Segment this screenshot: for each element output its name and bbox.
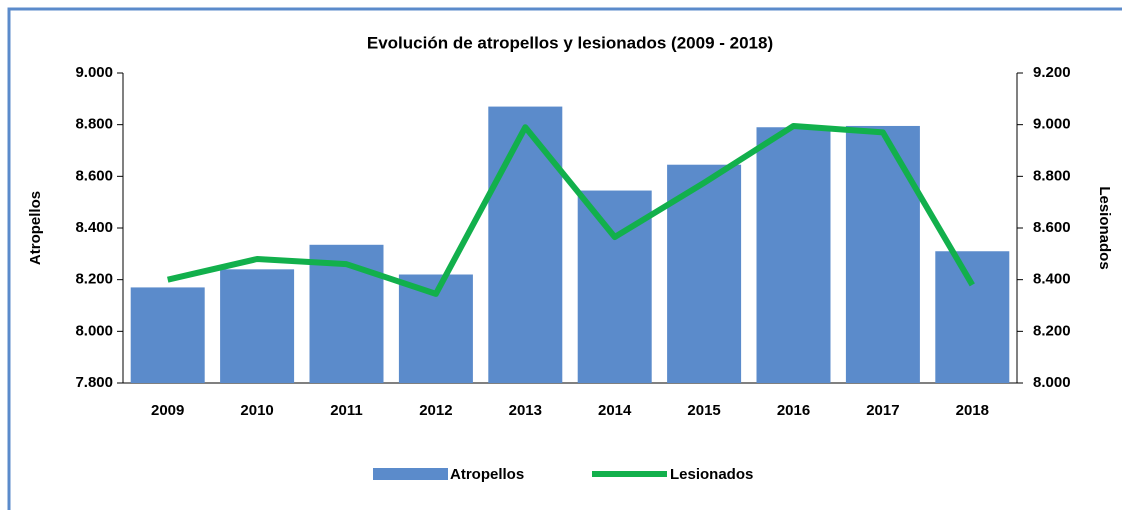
y2-tick-label: 8.400 (1033, 271, 1071, 288)
line (167, 122, 975, 297)
x-tick-label: 2015 (687, 402, 720, 419)
y-tick-label: 9.000 (75, 64, 113, 81)
x-tick-label: 2013 (509, 402, 542, 419)
x-tick-label: 2016 (777, 402, 810, 419)
bar (935, 251, 1010, 383)
y2-axis-label: Lesionados (1096, 186, 1113, 269)
y-tick-label: 7.800 (75, 374, 113, 391)
y-axis-label: Atropellos (27, 191, 44, 265)
y2-tick-label: 8.200 (1033, 322, 1071, 339)
x-tick-label: 2017 (866, 402, 899, 419)
y-tick-label: 8.800 (75, 116, 113, 133)
x-tick-label: 2010 (240, 402, 273, 419)
y2-tick-label: 9.200 (1033, 64, 1071, 81)
legend-label: Atropellos (450, 466, 524, 483)
y-tick-label: 8.400 (75, 219, 113, 236)
legend-swatch (373, 468, 448, 480)
frame (7, 7, 1122, 510)
y2-tick-label: 8.800 (1033, 167, 1071, 184)
bar (220, 269, 295, 383)
y-tick-label: 8.600 (75, 167, 113, 184)
bar (756, 127, 831, 383)
y2-tick-label: 9.000 (1033, 116, 1071, 133)
y-tick-label: 8.200 (75, 271, 113, 288)
y-tick-label: 8.000 (75, 322, 113, 339)
x-tick-label: 2018 (956, 402, 989, 419)
bar (309, 244, 384, 383)
bar (845, 125, 920, 383)
legend-label: Lesionados (670, 466, 753, 483)
x-tick-label: 2014 (598, 402, 632, 419)
bar (488, 106, 563, 383)
chart-title: Evolución de atropellos y lesionados (20… (367, 33, 773, 52)
y2-tick-label: 8.600 (1033, 219, 1071, 236)
y2-tick-label: 8.000 (1033, 374, 1071, 391)
x-tick-label: 2009 (151, 402, 184, 419)
bar (130, 287, 205, 383)
x-tick-label: 2011 (330, 402, 363, 419)
x-tick-label: 2012 (419, 402, 452, 419)
